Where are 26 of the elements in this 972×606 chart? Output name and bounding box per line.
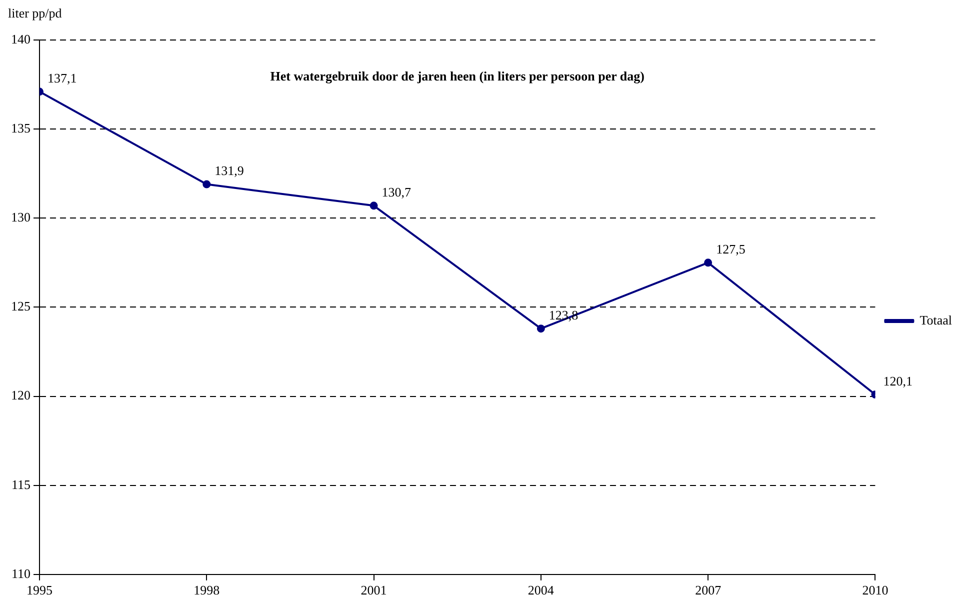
- legend-label: Totaal: [920, 312, 952, 328]
- data-label: 130,7: [382, 184, 412, 200]
- data-label: 131,9: [214, 163, 244, 178]
- point: [704, 258, 712, 267]
- x-tick-label: 1998: [194, 582, 220, 598]
- data-label: 127,5: [716, 242, 746, 257]
- y-tick-label: 140: [11, 31, 30, 46]
- y-tick-label: 130: [11, 210, 30, 225]
- point: [536, 324, 545, 333]
- point: [370, 202, 378, 210]
- y-tick-label: 120: [11, 388, 30, 403]
- y-tick-label: 115: [11, 476, 30, 492]
- x-tick-label: 2001: [360, 582, 387, 598]
- y-tick-label: 135: [11, 120, 30, 136]
- x-tick-label: 2004: [528, 582, 554, 598]
- x-tick-label: 1995: [26, 582, 52, 598]
- x-tick-label: 2010: [862, 582, 888, 598]
- y-axis-title: liter pp/pd: [8, 5, 62, 20]
- y-tick-label: 125: [11, 298, 30, 314]
- data-label: 137,1: [48, 70, 77, 86]
- point: [202, 180, 211, 188]
- x-tick-label: 2007: [695, 582, 722, 598]
- y-tick-label: 110: [11, 566, 30, 581]
- data-label: 120,1: [883, 373, 912, 388]
- text: Het watergebruik door de jaren heen (in liters per persoon per dag): [270, 68, 644, 84]
- data-label: 123,8: [548, 308, 578, 322]
